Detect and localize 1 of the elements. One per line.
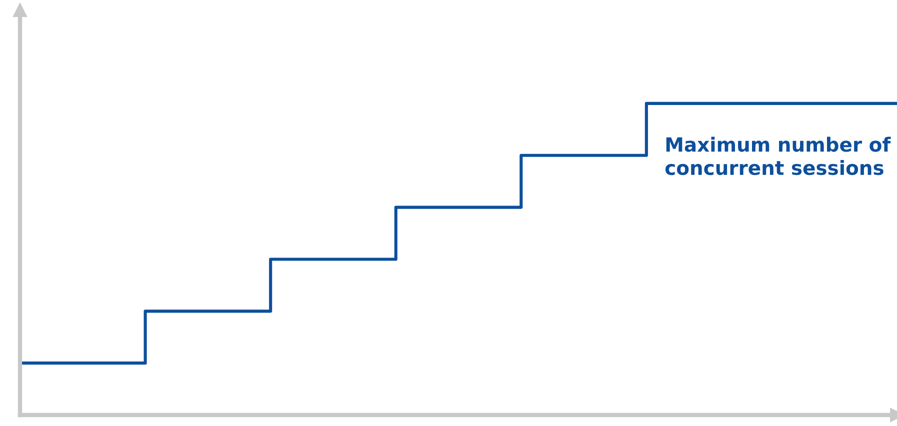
- annotation: Maximum number of concurrent sessions: [665, 136, 891, 176]
